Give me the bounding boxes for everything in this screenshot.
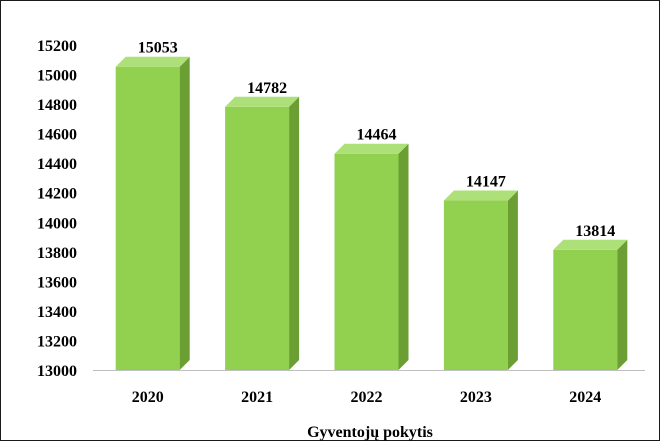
bar-side (289, 96, 300, 370)
bar-front (443, 200, 508, 370)
bars (115, 56, 628, 370)
bar-top (115, 56, 190, 67)
bar-top (443, 190, 518, 201)
data-label: 14147 (466, 174, 506, 191)
y-tick-label: 15000 (37, 68, 77, 85)
y-tick-label: 14000 (37, 215, 77, 232)
bar-side (507, 190, 518, 370)
x-tick-label: 2021 (241, 389, 273, 406)
x-axis: 2020 2021 2022 2023 2024 (93, 370, 645, 406)
x-tick-label: 2023 (460, 389, 492, 406)
bar-top (225, 96, 300, 107)
y-axis: 13000 13200 13400 13600 13800 14000 14200 14400… (37, 38, 77, 380)
bar-front (334, 153, 399, 370)
bar-side (179, 56, 190, 370)
bar-2021 (225, 96, 300, 370)
x-tick-label: 2024 (569, 389, 601, 406)
bar-2023 (443, 190, 518, 370)
y-tick-label: 14600 (37, 127, 77, 144)
bar-top (334, 143, 409, 154)
x-axis-title: Gyventojų pokytis (307, 424, 433, 441)
data-label: 13814 (575, 223, 615, 240)
bar-2024 (553, 239, 628, 370)
data-labels: 15053 14782 14464 14147 13814 (138, 40, 616, 240)
x-tick-label: 2020 (132, 389, 164, 406)
y-tick-label: 15200 (37, 38, 77, 55)
y-tick-label: 14400 (37, 156, 77, 173)
data-label: 15053 (138, 40, 178, 57)
y-tick-label: 13200 (37, 333, 77, 350)
bar-front (115, 66, 180, 370)
bar-front (225, 106, 290, 370)
bar-side (617, 239, 628, 370)
y-tick-label: 14800 (37, 97, 77, 114)
y-tick-label: 13000 (37, 363, 77, 380)
y-tick-label: 13600 (37, 274, 77, 291)
bar-2022 (334, 143, 409, 370)
y-tick-label: 13800 (37, 245, 77, 262)
bar-side (398, 143, 409, 370)
data-label: 14782 (247, 80, 287, 97)
x-tick-label: 2022 (351, 389, 383, 406)
bar-top (553, 239, 628, 250)
bar-front (553, 249, 618, 370)
bar-2020 (115, 56, 190, 370)
y-tick-label: 14200 (37, 186, 77, 203)
y-tick-label: 13400 (37, 304, 77, 321)
data-label: 14464 (357, 127, 397, 144)
